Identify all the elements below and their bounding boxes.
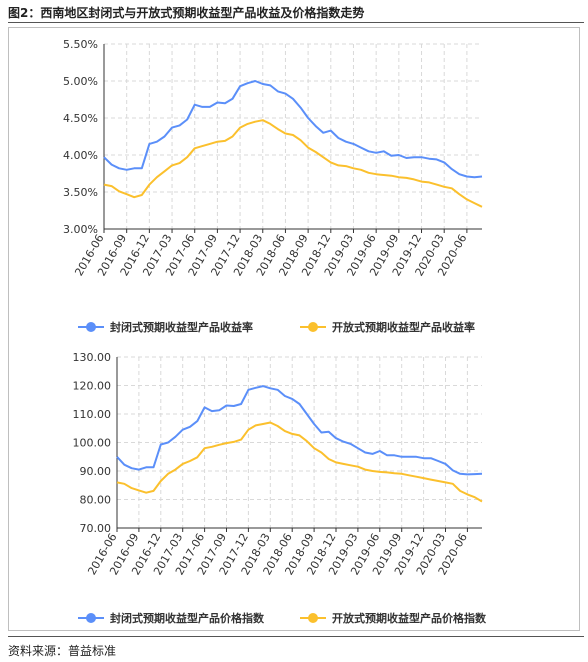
title-rule xyxy=(8,22,584,23)
open-series-line xyxy=(116,421,483,503)
price-index-chart: 70.0080.0090.00100.00110.00120.00130.002… xyxy=(73,351,487,625)
legend-label: 封闭式预期收益型产品价格指数 xyxy=(110,611,265,625)
y-tick-label: 3.50% xyxy=(63,186,98,199)
legend-marker xyxy=(308,613,318,623)
legend-label: 开放式预期收益型产品收益率 xyxy=(332,320,475,334)
source-rule xyxy=(8,636,584,637)
chart-legend: 封闭式预期收益型产品价格指数 开放式预期收益型产品价格指数 xyxy=(78,611,487,625)
legend-label: 封闭式预期收益型产品收益率 xyxy=(110,320,253,334)
y-tick-label: 5.00% xyxy=(63,75,98,88)
closed-series-line xyxy=(103,80,483,179)
open-series-line xyxy=(103,119,483,208)
y-tick-label: 90.00 xyxy=(80,465,112,478)
legend-marker xyxy=(86,322,96,332)
y-tick-label: 120.00 xyxy=(73,380,112,393)
y-tick-label: 4.00% xyxy=(63,149,98,162)
legend-label: 开放式预期收益型产品价格指数 xyxy=(332,611,487,625)
y-tick-label: 80.00 xyxy=(80,494,112,507)
chart-legend: 封闭式预期收益型产品收益率 开放式预期收益型产品收益率 xyxy=(78,320,475,334)
figure-title: 图2：西南地区封闭式与开放式预期收益型产品收益及价格指数走势 xyxy=(8,6,365,20)
legend-marker xyxy=(86,613,96,623)
legend-marker xyxy=(308,322,318,332)
y-tick-label: 130.00 xyxy=(73,351,112,364)
y-tick-label: 100.00 xyxy=(73,437,112,450)
yield-chart: 3.00%3.50%4.00%4.50%5.00%5.50%2016-06201… xyxy=(63,38,483,334)
y-tick-label: 70.00 xyxy=(80,522,112,535)
closed-series-line xyxy=(116,385,483,476)
chart-frame xyxy=(8,27,580,631)
source-note: 资料来源：普益标准 xyxy=(8,644,117,658)
y-tick-label: 110.00 xyxy=(73,408,112,421)
y-tick-label: 3.00% xyxy=(63,223,98,236)
y-tick-label: 5.50% xyxy=(63,38,98,51)
y-tick-label: 4.50% xyxy=(63,112,98,125)
